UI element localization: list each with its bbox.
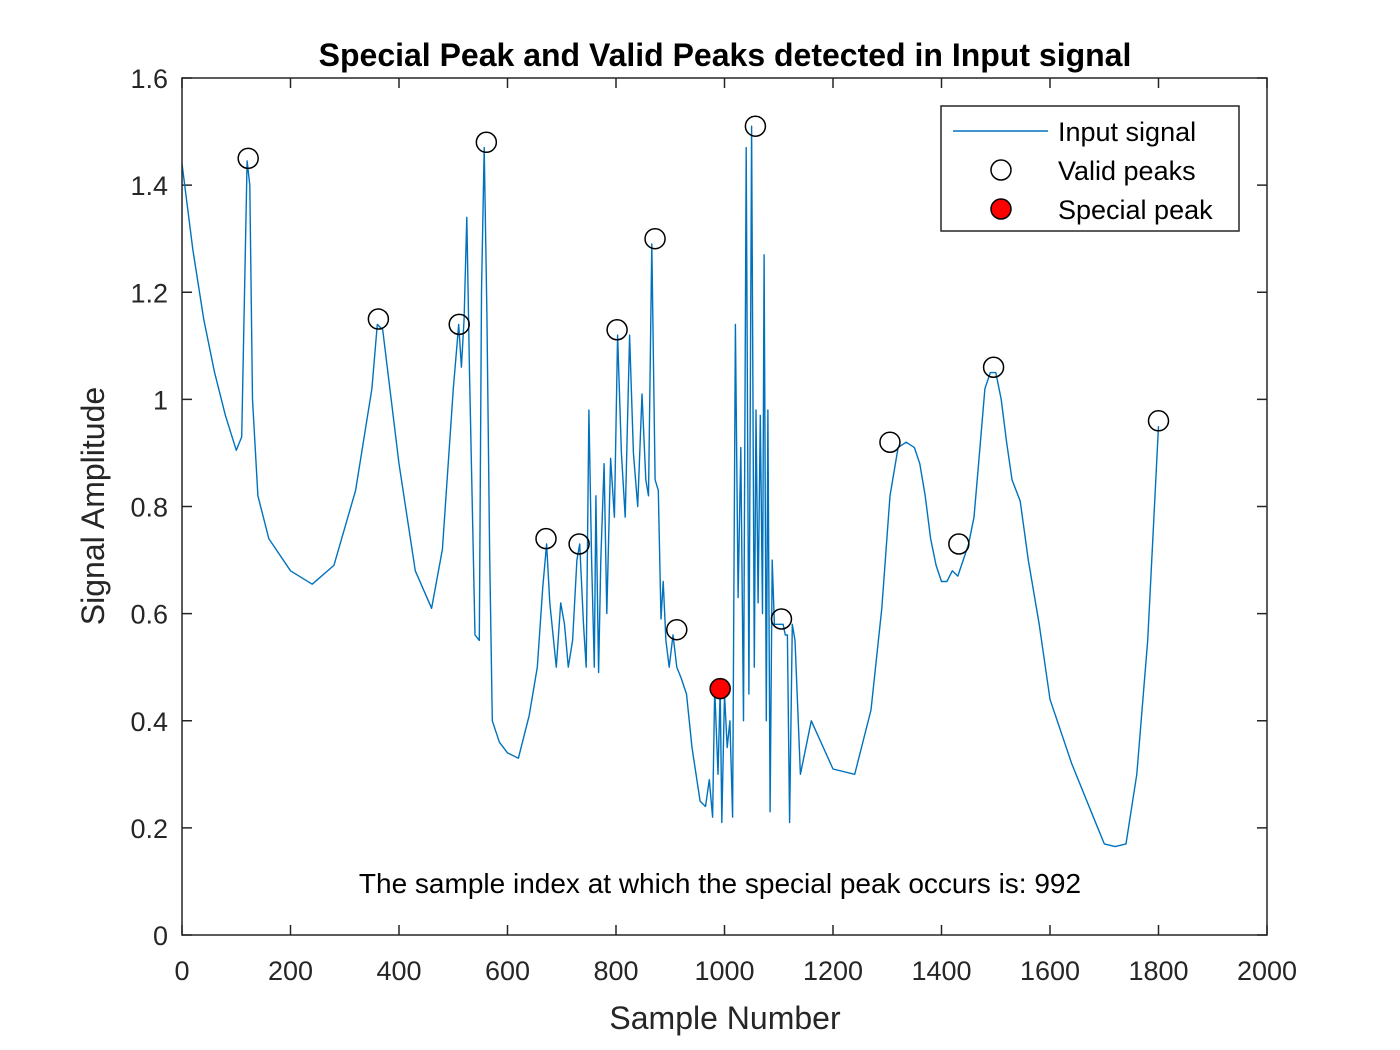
- valid-peak-marker: [879, 431, 901, 453]
- x-axis-label: Sample Number: [609, 1000, 841, 1036]
- axes-box: [181, 77, 1268, 936]
- valid-peak-marker: [770, 608, 793, 630]
- valid-peak-marker: [744, 115, 767, 137]
- y-tick-label: 0.6: [130, 600, 168, 630]
- chart-title: Special Peak and Valid Peaks detected in…: [319, 37, 1132, 73]
- y-tick-label: 1.2: [130, 278, 168, 308]
- input-signal-line: [182, 125, 1160, 848]
- x-tick-label: 1200: [803, 956, 863, 986]
- valid-peak-marker: [367, 308, 390, 330]
- legend-entry-input-signal: Input signal: [1058, 117, 1196, 147]
- y-tick-label: 0.8: [130, 493, 168, 523]
- legend-filled-circle-swatch: [990, 198, 1012, 220]
- valid-peak-marker: [535, 527, 557, 550]
- y-axis-label: Signal Amplitude: [75, 387, 111, 625]
- y-tick-label: 0.4: [130, 707, 168, 737]
- valid-peak-marker: [666, 618, 688, 641]
- y-tick-label: 1.4: [130, 171, 168, 201]
- valid-peak-marker: [948, 533, 970, 555]
- y-tick-label: 1.6: [130, 64, 168, 94]
- valid-peak-marker: [644, 227, 666, 250]
- valid-peak-marker: [982, 356, 1005, 378]
- x-tick-label: 1000: [694, 956, 754, 986]
- special-peak-annotation: The sample index at which the special pe…: [359, 868, 1081, 899]
- axis-ticks: 0 200 400 600 800 1000 1200 1400 1600 1800 2000 0 0.…: [130, 64, 1297, 986]
- legend-open-circle-swatch: [990, 159, 1012, 181]
- legend-entry-special-peak: Special peak: [1058, 195, 1213, 225]
- valid-peak-marker: [606, 318, 628, 341]
- y-tick-label: 0.2: [130, 814, 168, 844]
- valid-peak-marker: [448, 313, 470, 336]
- special-peak-marker: [709, 677, 731, 700]
- x-tick-label: 1800: [1128, 956, 1188, 986]
- x-tick-label: 0: [174, 956, 189, 986]
- x-tick-label: 1400: [911, 956, 971, 986]
- valid-peak-marker: [475, 131, 498, 154]
- series-layer: [182, 125, 1160, 848]
- y-tick-label: 1: [153, 385, 168, 415]
- x-tick-label: 800: [593, 956, 638, 986]
- y-tick-label: 0: [153, 921, 168, 951]
- valid-peak-marker: [1147, 410, 1170, 432]
- x-tick-label: 600: [485, 956, 530, 986]
- legend: Input signal Valid peaks Special peak: [940, 105, 1240, 232]
- x-tick-label: 400: [376, 956, 421, 986]
- valid-peak-marker: [568, 533, 590, 555]
- legend-entry-valid-peaks: Valid peaks: [1058, 156, 1196, 186]
- x-tick-label: 200: [268, 956, 313, 986]
- marker-layer: [237, 115, 1170, 700]
- x-tick-label: 2000: [1237, 956, 1297, 986]
- valid-peak-marker: [237, 147, 259, 170]
- x-tick-label: 1600: [1020, 956, 1080, 986]
